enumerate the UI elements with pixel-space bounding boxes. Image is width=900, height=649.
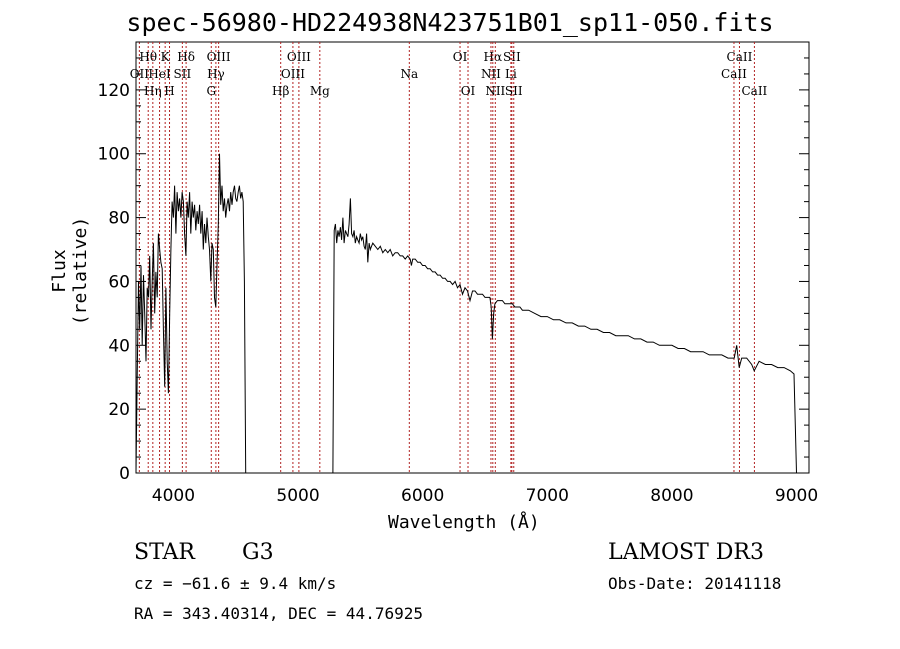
line-label: H [164, 84, 174, 98]
line-label: Na [400, 67, 418, 81]
line-label: G [206, 84, 216, 98]
line-label: OIII [287, 50, 311, 64]
x-tick-label: 6000 [401, 486, 444, 506]
x-tick-label: 4000 [152, 486, 195, 506]
line-label: HeI [148, 67, 171, 81]
line-label: SII [174, 67, 192, 81]
line-label: Hδ [177, 50, 195, 64]
line-label: SII [503, 50, 521, 64]
x-tick-label: 9000 [775, 486, 818, 506]
x-tick-label: 8000 [650, 486, 693, 506]
line-label: Hθ [139, 50, 157, 64]
chart-title: spec-56980-HD224938N423751B01_sp11-050.f… [126, 8, 774, 37]
y-tick-label: 120 [98, 81, 130, 101]
y-tick-label: 40 [108, 336, 130, 356]
survey-name: LAMOST DR3 [608, 540, 764, 565]
line-label: NII [485, 84, 505, 98]
x-axis-label: Wavelength (Å) [388, 512, 540, 533]
spectrum-line [331, 198, 797, 474]
x-tick-label: 7000 [526, 486, 569, 506]
line-label: NII [481, 67, 501, 81]
line-label: CaII [721, 67, 747, 81]
redshift-readout: cz = −61.6 ± 9.4 km/s [134, 574, 337, 593]
plot-frame [135, 41, 810, 474]
line-label: CaII [727, 50, 753, 64]
line-label: SII [505, 84, 523, 98]
y-tick-label: 0 [119, 464, 130, 484]
object-subclass: G3 [242, 540, 274, 565]
line-label: Hβ [272, 84, 289, 98]
line-label: Mg [310, 84, 330, 98]
coordinates: RA = 343.40314, DEC = 44.76925 [134, 604, 423, 623]
line-label: OIII [207, 50, 231, 64]
x-tick-label: 5000 [276, 486, 319, 506]
line-label: Hη [144, 84, 162, 98]
line-label: OIII [281, 67, 305, 81]
y-axis-label: Flux (relative) [49, 216, 91, 326]
line-label: OI [461, 84, 476, 98]
obs-date: Obs-Date: 20141118 [608, 574, 782, 593]
line-label: Hα [484, 50, 503, 64]
line-label: K [161, 50, 171, 64]
line-label: OI [453, 50, 468, 64]
y-tick-label: 60 [108, 272, 130, 292]
y-tick-label: 100 [98, 145, 130, 165]
spectrum-line [135, 153, 247, 474]
line-label: Li [505, 67, 517, 81]
y-tick-label: 80 [108, 209, 130, 229]
line-label: CaII [741, 84, 767, 98]
y-tick-label: 20 [108, 400, 130, 420]
object-class: STAR [134, 540, 195, 565]
line-label: Hγ [207, 67, 225, 81]
